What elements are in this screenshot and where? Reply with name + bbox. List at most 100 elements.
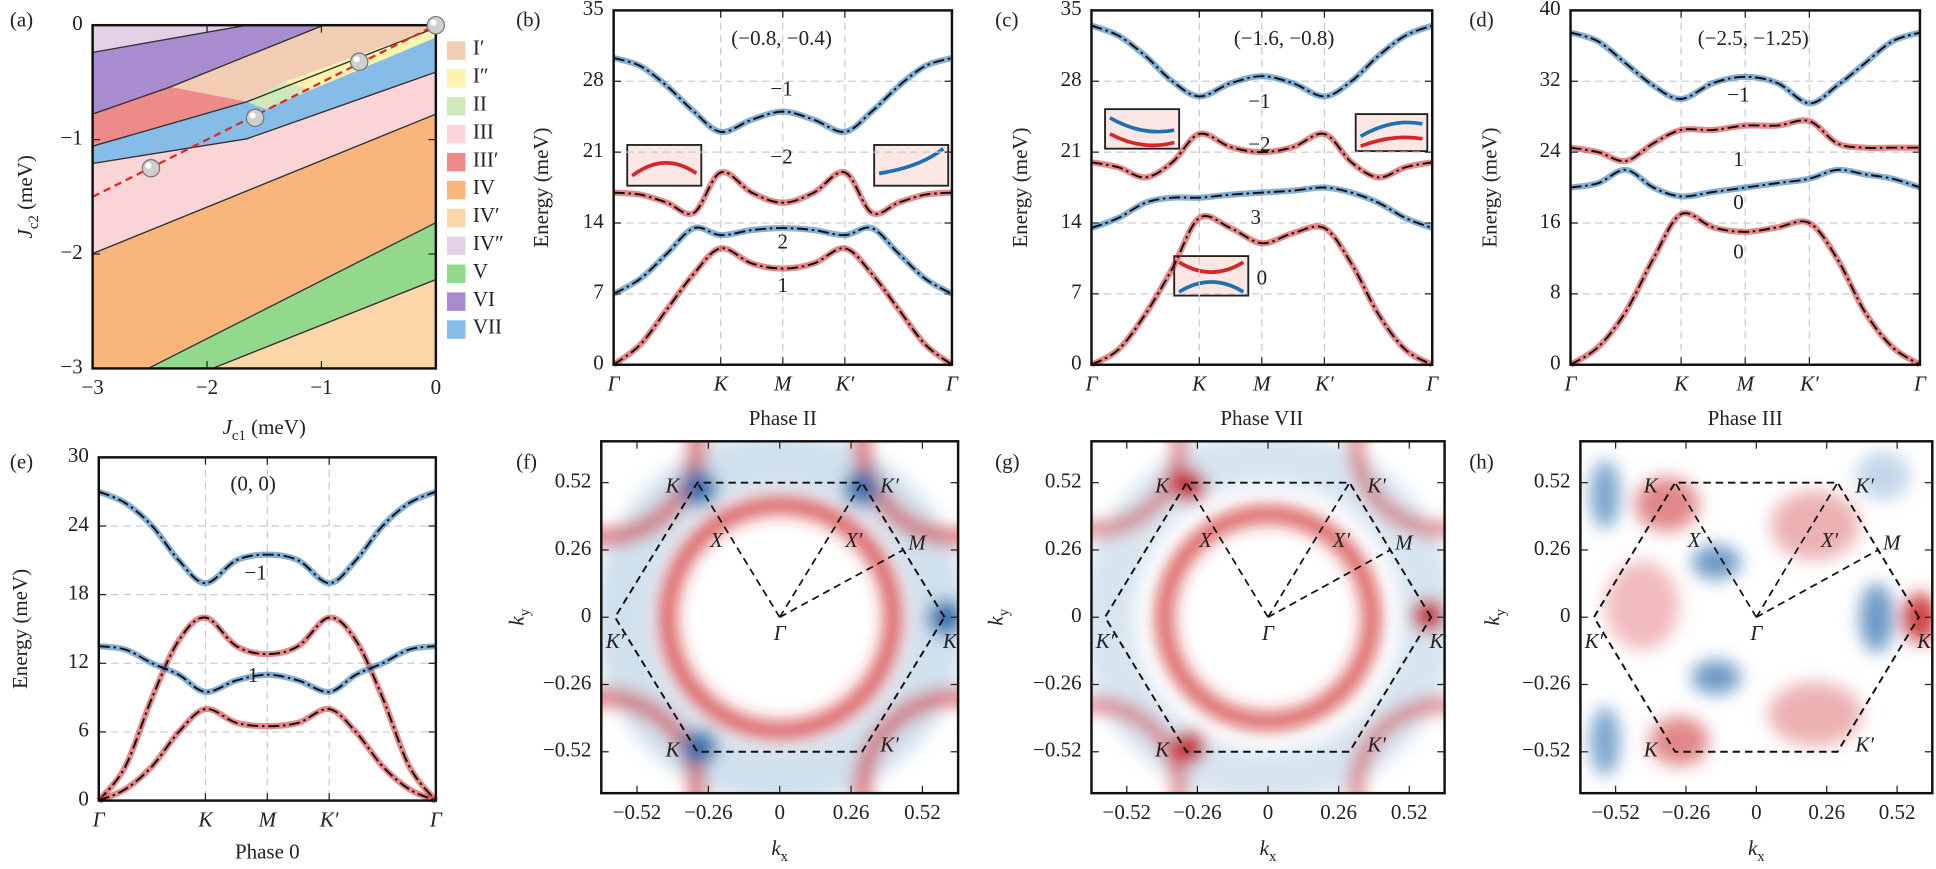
k-point-label: X — [709, 528, 724, 552]
band-label: 0 — [1733, 239, 1743, 263]
y-tick-label: −3 — [60, 354, 82, 378]
x-tick-label: K — [713, 372, 729, 396]
legend-label: III′ — [473, 147, 499, 171]
y-tick-label: −0.52 — [1522, 738, 1571, 762]
axis-label: kx — [771, 836, 788, 866]
plot-frame — [1569, 9, 1922, 366]
k-point-label: M — [1882, 531, 1902, 555]
panel-label: (b) — [516, 7, 540, 31]
x-tick-label: 0 — [431, 375, 441, 399]
k-point-label: K — [942, 629, 958, 653]
panel-title: (0, 0) — [230, 472, 275, 496]
y-tick-label: 30 — [68, 443, 89, 467]
x-tick-label: K′ — [1314, 372, 1334, 396]
label-part: J — [13, 227, 37, 238]
boundary — [147, 222, 436, 369]
k-point-label: K — [665, 474, 681, 498]
x-tick-label: Γ — [92, 807, 106, 831]
label-part: k — [771, 836, 781, 860]
band-label: −2 — [1248, 132, 1270, 156]
x-tick-label: K — [1191, 372, 1207, 396]
red-lobe — [1649, 716, 1709, 767]
y-tick-label: 0 — [1550, 351, 1560, 375]
y-tick-label: 0.26 — [555, 536, 592, 560]
panel-label: (f) — [516, 449, 537, 473]
band — [613, 57, 953, 133]
legend-swatch — [446, 152, 466, 172]
y-tick-label: 18 — [68, 580, 89, 604]
band — [1090, 215, 1433, 366]
band — [613, 226, 953, 295]
band — [98, 708, 437, 802]
x-tick-label: 0.52 — [904, 800, 941, 824]
legend-label: IV′ — [473, 203, 500, 227]
k-point-label: K′ — [879, 474, 899, 498]
y-tick-label: 24 — [1540, 138, 1561, 162]
k-point-label: K′ — [1854, 474, 1874, 498]
legend-label: I′ — [473, 36, 485, 60]
k-point-label: K — [1154, 738, 1170, 762]
band — [1570, 31, 1921, 105]
k-point-label: K — [1916, 629, 1932, 653]
y-tick-label: −0.26 — [1522, 670, 1571, 694]
inset-curve — [1109, 132, 1175, 148]
phase-regions — [92, 25, 436, 369]
k-point-label: K′ — [1584, 629, 1604, 653]
panel-title: (−0.8, −0.4) — [731, 26, 832, 50]
boundary — [212, 278, 436, 369]
legend-swatch — [446, 320, 466, 339]
panel-label: (d) — [1469, 7, 1493, 31]
x-tick-label: Γ — [1425, 372, 1439, 396]
y-tick-label: 35 — [1061, 0, 1082, 20]
region-VI — [92, 25, 324, 115]
legend-label: VI — [473, 287, 495, 311]
x-tick-label: Γ — [1913, 372, 1927, 396]
boundary — [92, 25, 324, 115]
axis-label: ky — [983, 608, 1013, 625]
y-tick-label: 0 — [593, 351, 603, 375]
band-label: −1 — [770, 76, 792, 100]
panel-label: (g) — [995, 449, 1019, 473]
plot-frame — [91, 23, 438, 370]
path-line — [1267, 482, 1351, 618]
subscript: x — [781, 849, 789, 865]
k-point-label: Γ — [773, 621, 787, 645]
k-point-label: K′ — [1366, 732, 1386, 756]
legend-label: II — [473, 92, 487, 116]
label-part: J — [223, 415, 234, 439]
axis-label: Jc2 (meV) — [13, 155, 43, 238]
legend-swatch — [446, 292, 466, 311]
y-tick-label: 0 — [1560, 603, 1570, 627]
y-tick-label: 14 — [1061, 209, 1082, 233]
subscript: x — [1757, 849, 1765, 865]
band-label: 0 — [1733, 190, 1743, 214]
y-tick-label: 16 — [1540, 209, 1561, 233]
legend-label: IV — [473, 175, 495, 199]
y-tick-label: −0.52 — [1033, 738, 1082, 762]
blue-lobe — [1691, 659, 1741, 695]
legend-swatch — [446, 264, 466, 284]
plot-frame — [1090, 9, 1434, 366]
x-tick-label: M — [773, 372, 793, 396]
k-point-label: K — [665, 738, 681, 762]
region-I1 — [170, 25, 436, 102]
legend-label: IV″ — [473, 231, 504, 255]
y-tick-label: 0 — [1071, 351, 1081, 375]
band-label: −1 — [1727, 83, 1749, 107]
label-part: k — [983, 616, 1007, 626]
band-label: 0 — [1257, 265, 1267, 289]
point-highlight — [249, 112, 256, 119]
x-tick-label: M — [1736, 372, 1756, 396]
boundary — [92, 25, 248, 54]
panel-title: (−1.6, −0.8) — [1234, 26, 1335, 50]
x-tick-label: −0.26 — [1173, 800, 1222, 824]
band — [97, 616, 437, 802]
k-point-label: X — [1198, 528, 1213, 552]
path-line — [778, 482, 863, 618]
y-tick-label: 6 — [78, 718, 88, 742]
path-line — [1267, 549, 1391, 618]
y-tick-label: 28 — [1061, 67, 1082, 91]
blue-lobe — [1590, 459, 1620, 529]
red-spot — [1412, 599, 1445, 632]
